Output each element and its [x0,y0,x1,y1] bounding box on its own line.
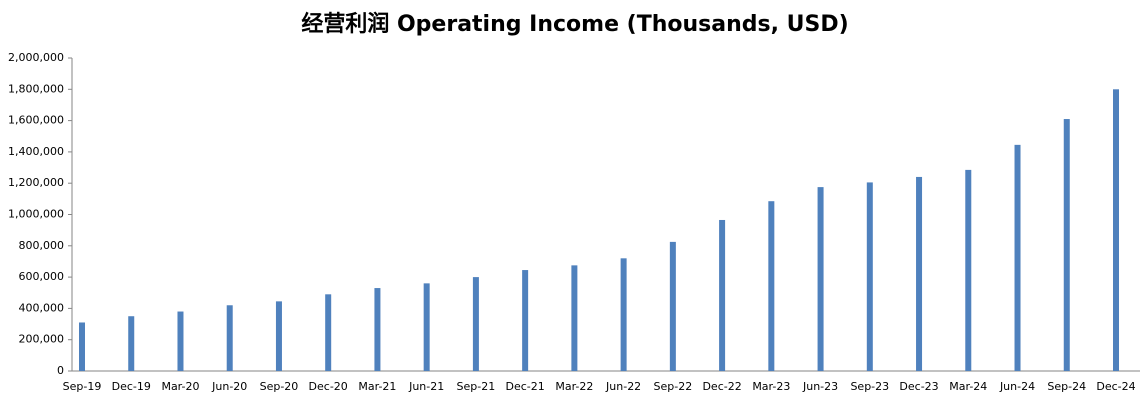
x-tick-label: Mar-24 [949,380,987,393]
bar [423,283,430,371]
x-tick-label: Mar-22 [555,380,593,393]
x-tick-label: Mar-20 [161,380,199,393]
y-tick-label: 800,000 [19,239,65,252]
bar [916,176,923,371]
x-tick-label: Sep-19 [63,380,102,393]
bar [177,311,184,371]
x-tick-label: Dec-22 [702,380,741,393]
x-tick-label: Dec-24 [1096,380,1135,393]
bar [472,277,479,371]
y-tick-label: 600,000 [19,270,65,283]
y-tick-label: 1,000,000 [8,208,64,221]
x-tick-label: Dec-20 [309,380,348,393]
bar [79,322,85,371]
x-tick-label: Jun-22 [605,380,641,393]
y-tick-label: 2,000,000 [8,51,64,64]
bar [866,182,873,371]
x-tick-label: Dec-23 [899,380,938,393]
bar [374,288,381,371]
x-tick-label: Mar-23 [752,380,790,393]
y-tick-label: 1,800,000 [8,82,64,95]
x-tick-label: Mar-21 [358,380,396,393]
bar [1113,89,1119,372]
x-tick-label: Sep-21 [457,380,496,393]
bar [325,294,332,371]
bar [620,258,627,371]
x-tick-label: Dec-21 [506,380,545,393]
x-tick-label: Sep-20 [260,380,299,393]
x-tick-label: Sep-22 [654,380,693,393]
x-tick-label: Jun-21 [408,380,444,393]
bar [719,219,726,371]
bar [275,301,282,371]
bar [669,241,676,371]
bar [965,169,972,371]
y-tick-label: 200,000 [19,333,65,346]
x-tick-label: Jun-24 [999,380,1035,393]
y-tick-label: 400,000 [19,301,65,314]
bar [128,316,135,371]
bar [768,201,775,371]
x-tick-label: Jun-20 [211,380,247,393]
bar [817,187,824,371]
x-tick-label: Dec-19 [112,380,151,393]
y-tick-label: 1,200,000 [8,176,64,189]
chart-title: 经营利润 Operating Income (Thousands, USD) [301,11,848,37]
bar [1014,144,1021,371]
y-tick-label: 1,400,000 [8,145,64,158]
bar [1063,119,1070,371]
x-tick-label: Sep-24 [1047,380,1086,393]
y-tick-label: 1,600,000 [8,114,64,127]
x-tick-label: Sep-23 [850,380,889,393]
bar [522,270,529,371]
y-tick-label: 0 [57,364,64,377]
x-tick-label: Jun-23 [802,380,838,393]
bar [226,305,233,371]
bar [571,265,578,371]
